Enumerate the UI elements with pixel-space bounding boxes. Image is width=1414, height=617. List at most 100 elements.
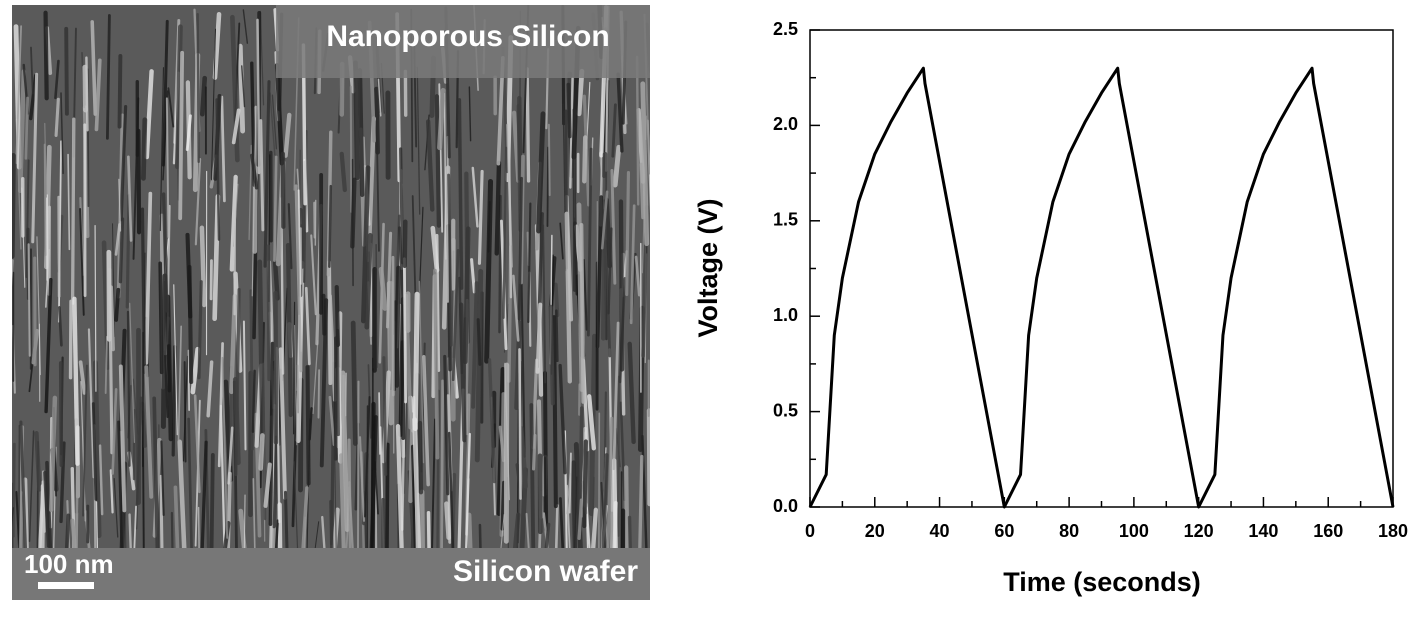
sem-texture [462, 226, 471, 365]
sem-texture [627, 341, 636, 445]
sem-texture [43, 143, 47, 256]
sem-texture [159, 474, 164, 562]
sem-texture [79, 207, 85, 316]
sem-texture [418, 206, 424, 294]
sem-texture [305, 365, 311, 486]
sem-texture [285, 242, 293, 418]
sem-texture [451, 248, 460, 382]
y-tick-label: 1.0 [773, 305, 798, 325]
sem-texture [27, 243, 31, 357]
sem-texture [416, 66, 421, 215]
sem-texture [31, 72, 39, 244]
sem-texture [294, 184, 303, 373]
sem-texture [87, 328, 95, 479]
sem-texture [197, 280, 203, 380]
sem-texture [220, 95, 226, 203]
sem-texture [142, 252, 146, 412]
sem-texture [639, 162, 645, 220]
y-axis-label: Voltage (V) [693, 198, 723, 337]
sem-texture [400, 340, 406, 440]
sem-texture [98, 444, 104, 516]
sem-texture [125, 194, 131, 309]
sem-texture [470, 258, 476, 294]
sem-texture [437, 87, 446, 151]
sem-texture [600, 190, 609, 250]
sem-texture [293, 324, 298, 446]
sem-texture [242, 9, 249, 44]
sem-texture [70, 117, 76, 305]
sem-texture [422, 355, 430, 487]
sem-texture [531, 433, 537, 471]
sem-texture [141, 117, 148, 181]
sem-texture [266, 244, 271, 382]
sem-texture [193, 394, 201, 494]
sem-texture [388, 281, 394, 391]
sem-texture [165, 294, 174, 442]
sem-texture [90, 20, 98, 116]
sem-texture [484, 178, 494, 364]
sem-texture [512, 274, 520, 342]
sem-texture [251, 105, 257, 297]
sem-texture [434, 94, 441, 228]
sem-texture [382, 356, 388, 476]
sem-texture [634, 255, 641, 297]
sem-texture [171, 345, 177, 457]
y-tick-label: 0.5 [773, 400, 798, 420]
sem-texture [394, 265, 401, 388]
sem-texture [194, 158, 202, 246]
sem-texture [42, 470, 46, 533]
sem-texture [263, 80, 271, 268]
sem-texture [350, 320, 358, 446]
sem-texture [257, 259, 266, 442]
sem-texture [555, 309, 559, 363]
sem-texture [271, 435, 279, 529]
sem-texture [129, 302, 136, 443]
sem-texture [114, 223, 121, 256]
sem-texture [339, 151, 347, 193]
sem-texture [610, 168, 617, 285]
label-box [276, 5, 650, 78]
sem-texture [175, 24, 183, 170]
sem-texture [219, 404, 226, 562]
sem-texture [609, 468, 614, 562]
sem-texture [600, 151, 608, 341]
sem-texture [182, 355, 189, 462]
sem-texture [167, 87, 175, 128]
sem-texture [80, 380, 86, 522]
sem-texture [312, 340, 319, 415]
sem-texture [117, 54, 123, 129]
sem-texture [518, 425, 529, 489]
sem-texture [582, 135, 588, 184]
data-line [808, 66, 1395, 509]
sem-texture [256, 18, 261, 175]
sem-texture [377, 78, 382, 117]
sem-texture [607, 227, 613, 315]
sem-texture [293, 461, 299, 561]
silicon-wafer [12, 548, 650, 600]
sem-texture [417, 420, 424, 495]
sem-texture [24, 96, 29, 160]
sem-texture [283, 112, 292, 158]
sem-texture [58, 361, 64, 467]
sem-texture [227, 426, 234, 485]
sem-texture [328, 395, 336, 447]
sem-texture [34, 431, 42, 492]
sem-texture [535, 302, 543, 374]
sem-texture [161, 19, 169, 167]
sem-texture [582, 258, 588, 331]
sem-texture [582, 439, 588, 529]
sem-texture [185, 232, 193, 319]
x-tick-label: 0 [805, 521, 815, 541]
sem-texture [117, 420, 124, 562]
sem-texture [531, 358, 539, 450]
sem-texture [547, 123, 551, 197]
sem-texture [551, 315, 558, 509]
sem-texture [402, 219, 408, 268]
sem-texture [559, 497, 565, 558]
sem-texture [395, 424, 405, 563]
sem-texture [30, 46, 34, 95]
sem-texture [477, 169, 484, 265]
x-tick-label: 100 [1119, 521, 1149, 541]
